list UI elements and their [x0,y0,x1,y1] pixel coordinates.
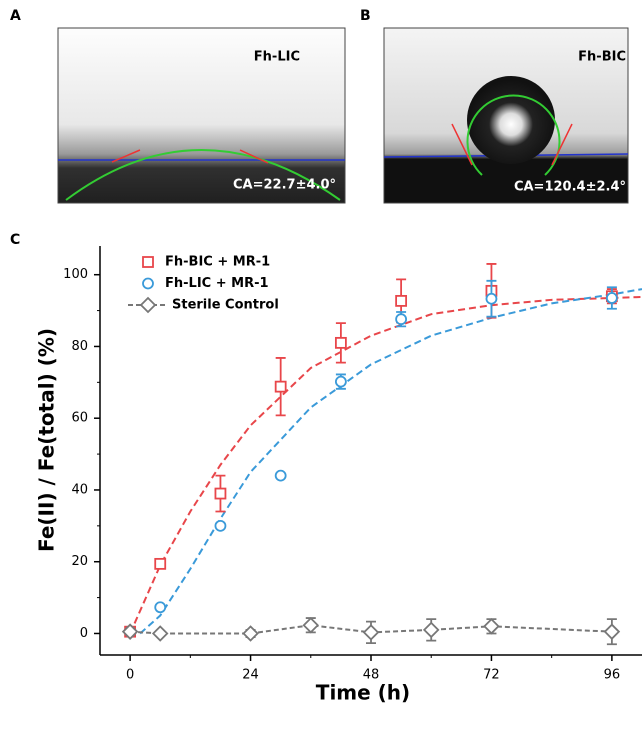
point [274,380,287,393]
legend-marker [139,296,157,314]
legend-label: Sterile Control [172,298,279,313]
point [154,601,167,614]
legend-label: Fh-LIC + MR-1 [165,276,269,291]
point [154,557,167,570]
y-tick-label: 20 [71,554,88,569]
point [605,292,618,304]
point [274,469,287,482]
y-tick-label: 100 [63,267,88,282]
x-tick-label: 0 [126,668,134,683]
contact-angle: CA=120.4±2.4° [514,180,626,195]
y-axis-title: Fe(II) / Fe(total) (%) [35,328,59,552]
point [121,623,139,640]
photo [383,27,629,204]
point [422,621,440,639]
y-tick-label: 60 [71,411,88,426]
point [483,618,500,635]
fit-line [129,295,642,634]
point [334,375,347,388]
point [395,294,408,307]
panel-label: A [10,8,21,24]
point [151,625,169,642]
x-tick-label: 24 [242,668,259,683]
legend-marker [142,277,154,290]
series-line [130,624,612,635]
y-tick-label: 0 [80,626,88,641]
point [242,625,259,642]
contact-angle: CA=22.7±4.0° [233,178,336,193]
legend-marker [142,256,154,268]
point [362,624,380,641]
point [334,336,347,349]
photo-label: Fh-BIC [578,50,626,65]
point [395,313,408,326]
photo-label: Fh-LIC [254,50,300,65]
x-tick-label: 48 [363,668,380,683]
point [603,623,621,640]
photo [57,27,346,204]
point [214,519,227,532]
fit-line [139,288,642,635]
y-tick-label: 80 [71,339,88,354]
x-tick-label: 72 [483,668,500,683]
legend-label: Fh-BIC + MR-1 [165,255,270,270]
panel-label: C [10,232,20,248]
panel-label: B [360,8,371,24]
x-tick-label: 96 [604,668,621,683]
x-axis-title: Time (h) [316,681,410,705]
point [302,616,320,634]
point [214,487,227,500]
point [485,292,498,305]
y-tick-label: 40 [71,482,88,497]
